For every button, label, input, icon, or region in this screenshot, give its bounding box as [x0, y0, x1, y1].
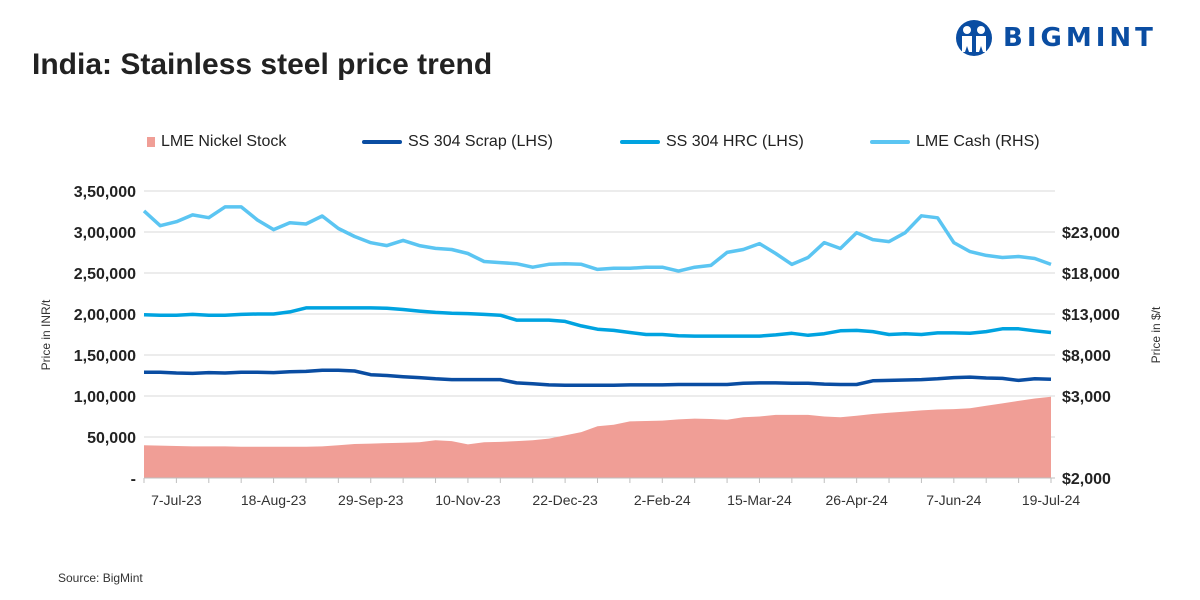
x-tick-label: 7-Jul-23 [151, 492, 202, 508]
x-tick-label: 18-Aug-23 [241, 492, 307, 508]
chart-legend: LME Nickel Stock SS 304 Scrap (LHS) SS 3… [0, 133, 1200, 153]
series-line-ss304-hrc [143, 306, 1052, 338]
y-tick-label: - [131, 471, 136, 488]
series-area-lme-nickel-stock [144, 396, 1051, 478]
legend-swatch [870, 140, 910, 144]
legend-item-cash: LME Cash (RHS) [870, 133, 1040, 151]
x-tick-label: 19-Jul-24 [1022, 492, 1081, 508]
legend-swatch [147, 137, 155, 147]
x-tick-label: 26-Apr-24 [826, 492, 888, 508]
x-tick-label: 2-Feb-24 [634, 492, 691, 508]
legend-label: LME Cash (RHS) [916, 133, 1040, 150]
y-tick-label: 50,000 [87, 430, 136, 447]
y-tick-label: 1,50,000 [74, 348, 136, 365]
legend-item-scrap: SS 304 Scrap (LHS) [362, 133, 553, 151]
y-tick-label: 3,00,000 [74, 225, 136, 242]
logo-text: BIGMINT [1003, 23, 1157, 53]
legend-item-hrc: SS 304 HRC (LHS) [620, 133, 804, 151]
legend-label: LME Nickel Stock [161, 133, 287, 150]
page-title: India: Stainless steel price trend [32, 48, 493, 81]
y-tick-label: 2,00,000 [74, 307, 136, 324]
source-note: Source: BigMint [58, 571, 143, 585]
legend-label: SS 304 Scrap (LHS) [408, 133, 553, 150]
series-line-lme-cash [142, 205, 1052, 273]
y-axis-title: Price in INR/t [39, 299, 53, 370]
y-tick-label: 3,50,000 [74, 184, 136, 201]
bigmint-logo: BIGMINT [955, 18, 1157, 58]
series-line-ss304-scrap [144, 368, 1052, 388]
x-tick-label: 10-Nov-23 [435, 492, 501, 508]
y2-tick-label: $18,000 [1062, 266, 1120, 283]
y-tick-label: 1,00,000 [74, 389, 136, 406]
y2-tick-label: $8,000 [1062, 348, 1111, 365]
y2-tick-label: $2,000 [1062, 471, 1111, 488]
x-tick-label: 15-Mar-24 [727, 492, 792, 508]
legend-label: SS 304 HRC (LHS) [666, 133, 804, 150]
x-tick-label: 29-Sep-23 [338, 492, 404, 508]
y2-tick-label: $3,000 [1062, 389, 1111, 406]
y-tick-label: 2,50,000 [74, 266, 136, 283]
legend-swatch [620, 140, 660, 144]
y2-axis-title: Price in $/t [1149, 306, 1163, 363]
x-tick-label: 22-Dec-23 [532, 492, 598, 508]
y2-tick-label: $13,000 [1062, 307, 1120, 324]
x-tick-label: 7-Jun-24 [926, 492, 981, 508]
y2-tick-label: $23,000 [1062, 225, 1120, 242]
bigmint-people-icon [956, 20, 992, 56]
legend-item-nickel: LME Nickel Stock [147, 133, 286, 151]
legend-swatch [362, 140, 402, 144]
